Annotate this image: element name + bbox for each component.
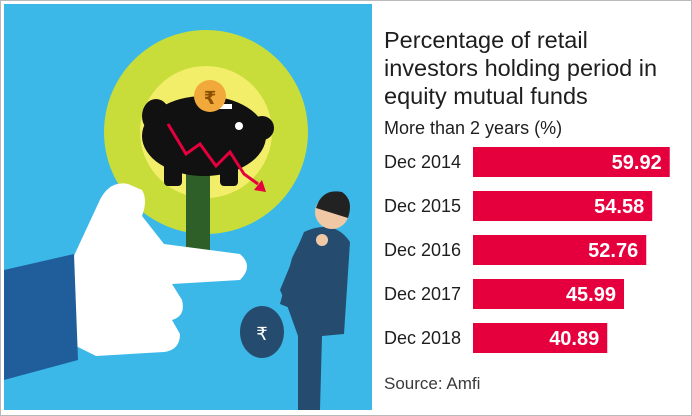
plant-stem-icon [186, 174, 210, 260]
source-note: Source: Amfi [384, 374, 481, 393]
category-label: Dec 2014 [384, 152, 461, 172]
value-label: 45.99 [566, 284, 616, 306]
money-bag-symbol: ₹ [256, 324, 267, 345]
value-label: 59.92 [612, 152, 662, 174]
value-label: 52.76 [588, 240, 638, 262]
businessman-icon: ₹ [240, 191, 350, 410]
category-label: Dec 2017 [384, 284, 461, 304]
bar [473, 191, 653, 221]
bar [473, 323, 608, 353]
category-label: Dec 2016 [384, 240, 461, 260]
trend-arrowhead [254, 180, 266, 192]
category-label: Dec 2015 [384, 196, 461, 216]
chart-subtitle: More than 2 years (%) [384, 118, 563, 138]
bar [473, 235, 647, 265]
piggy-bank-icon [142, 96, 274, 186]
value-label: 40.89 [549, 328, 599, 350]
bar [473, 147, 670, 177]
investor-illustration: ₹ ₹ [4, 4, 372, 410]
bar [473, 279, 625, 309]
value-label: 54.58 [594, 196, 644, 218]
category-label: Dec 2018 [384, 328, 461, 348]
bar-chart: Dec 2014 59.92 Dec 2015 54.58 Dec 2016 52.76 D… [384, 147, 670, 353]
chart-title: Percentage of retail investors holding p… [384, 27, 658, 109]
rupee-coin-symbol: ₹ [204, 88, 217, 109]
falling-trend-icon [166, 123, 259, 186]
pointing-hand-icon [4, 183, 247, 380]
rupee-coin-icon [194, 80, 226, 112]
